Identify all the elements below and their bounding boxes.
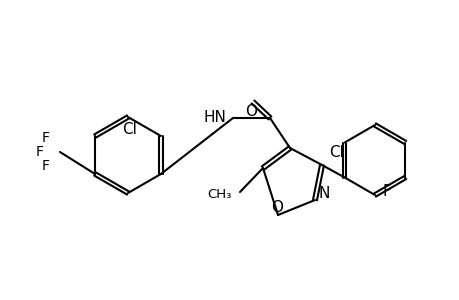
Text: F: F	[36, 145, 44, 159]
Text: HN: HN	[203, 110, 225, 124]
Text: F: F	[42, 159, 50, 173]
Text: Cl: Cl	[329, 145, 343, 160]
Text: CH₃: CH₃	[207, 188, 231, 202]
Text: O: O	[270, 200, 282, 214]
Text: F: F	[42, 131, 50, 145]
Text: F: F	[382, 184, 391, 200]
Text: O: O	[245, 104, 257, 119]
Text: Cl: Cl	[122, 122, 137, 136]
Text: N: N	[318, 185, 329, 200]
